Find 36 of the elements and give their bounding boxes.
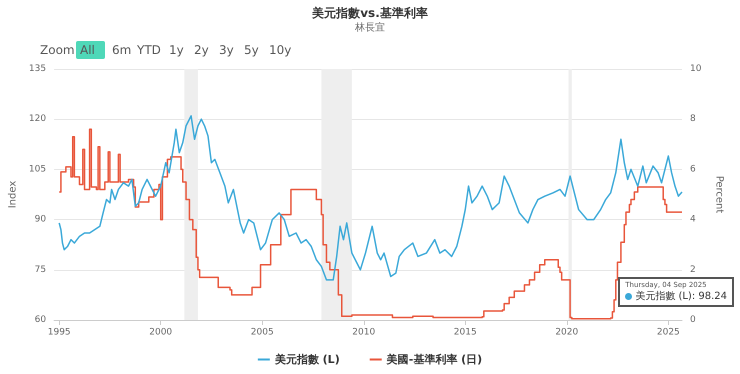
line-series (58, 115, 683, 281)
text: 5y (244, 43, 259, 57)
x-tick-label: 2025 (656, 328, 680, 338)
y2-tick-label: 6 (690, 164, 696, 174)
y-tick-label: 60 (34, 315, 46, 325)
text: YTD (136, 43, 161, 57)
y-axis-title: Index (8, 180, 18, 208)
x-tick-label: 2000 (149, 328, 172, 338)
x-tick-label: 1995 (48, 328, 71, 338)
x-tick-label: 2005 (250, 328, 274, 338)
text: 6m (112, 43, 132, 57)
text: Zoom (40, 43, 75, 57)
x-tick-label: 2015 (454, 328, 477, 338)
chart-title: 美元指數vs.基準利率 (311, 6, 428, 20)
annotation: 美元指數 (L): 98.24 (635, 291, 727, 302)
y2-axis-title: Percent (714, 176, 724, 214)
y-tick-label: 105 (28, 164, 46, 174)
text: 1y (169, 43, 184, 57)
y2-tick-label: 8 (690, 114, 696, 124)
chart-subtitle: 林長宜 (354, 22, 385, 34)
y-tick-label: 135 (28, 64, 46, 74)
text: 3y (219, 43, 234, 57)
y-tick-label: 120 (28, 114, 46, 124)
text: All (80, 43, 95, 57)
y-tick-label: 75 (34, 264, 46, 275)
legend-label: 美國-基準利率 (日) (386, 353, 482, 366)
x-tick-label: 2010 (352, 328, 376, 338)
text: 2y (194, 43, 209, 57)
y2-tick-label: 10 (690, 64, 702, 74)
legend-label: 美元指數 (L) (274, 353, 340, 366)
y-tick-label: 90 (34, 214, 46, 225)
x-tick-label: 2020 (555, 328, 578, 338)
text: 10y (269, 43, 292, 57)
y2-tick-label: 4 (690, 214, 696, 225)
y2-tick-label: 0 (690, 315, 696, 325)
y2-tick-label: 2 (690, 264, 696, 275)
